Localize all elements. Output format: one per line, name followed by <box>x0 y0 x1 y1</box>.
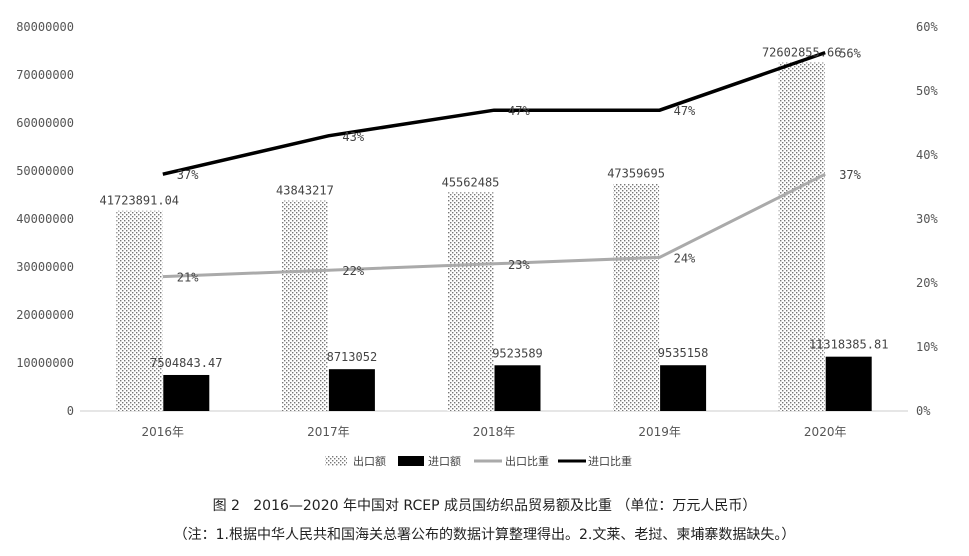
legend-label: 出口额 <box>353 454 386 468</box>
export-bar <box>613 183 660 411</box>
export-share-line <box>162 172 826 279</box>
legend: 出口额 进口额 出口比重 进口比重 <box>325 454 632 468</box>
legend-import-swatch <box>398 456 424 466</box>
import-bar <box>494 365 541 411</box>
import-value-label: 8713052 <box>327 350 378 364</box>
export-bar <box>447 192 494 411</box>
export-share-label: 23% <box>508 258 530 272</box>
export-share-label: 24% <box>674 251 696 265</box>
x-tick-label: 2020年 <box>804 425 847 439</box>
export-bar <box>116 210 163 411</box>
export-bar <box>778 62 825 412</box>
left-axis: 0 10000000 20000000 30000000 40000000 5000000… <box>16 20 74 418</box>
y-right-tick-label: 40% <box>916 148 938 162</box>
import-share-label: 56% <box>839 47 861 61</box>
import-share-label: 37% <box>177 168 199 182</box>
y-left-tick-label: 50000000 <box>16 164 74 178</box>
export-value-label: 47359695 <box>607 167 665 181</box>
export-value-label: 43843217 <box>276 184 334 198</box>
trade-chart: 0 10000000 20000000 30000000 40000000 5000000… <box>16 20 938 468</box>
y-right-tick-label: 30% <box>916 212 938 226</box>
import-bar <box>825 356 872 411</box>
data-labels: 41723891.04 7504843.47 43843217 8713052 4556… <box>100 46 889 370</box>
y-left-tick-label: 0 <box>67 404 74 418</box>
export-share-label: 21% <box>177 271 199 285</box>
y-left-tick-label: 40000000 <box>16 212 74 226</box>
figure-caption: 图 2 2016—2020 年中国对 RCEP 成员国纺织品贸易额及比重 （单位… <box>212 498 757 514</box>
legend-export-swatch <box>325 456 347 466</box>
import-bar <box>328 369 375 411</box>
y-left-tick-label: 20000000 <box>16 308 74 322</box>
import-value-label: 7504843.47 <box>150 356 222 370</box>
y-left-tick-label: 30000000 <box>16 260 74 274</box>
import-value-label: 11318385.81 <box>809 338 888 352</box>
figure-note: （注：1.根据中华人民共和国海关总署公布的数据计算整理得出。2.文莱、老挝、柬埔… <box>173 527 796 543</box>
import-bar <box>660 365 707 411</box>
x-tick-label: 2017年 <box>307 425 350 439</box>
x-axis: 2016年 2017年 2018年 2019年 2020年 <box>80 410 908 439</box>
y-left-tick-label: 80000000 <box>16 20 74 34</box>
legend-label: 出口比重 <box>505 454 549 468</box>
y-right-tick-label: 60% <box>916 20 938 34</box>
right-axis: 0% 10% 20% 30% 40% 50% 60% <box>916 20 938 418</box>
y-right-tick-label: 0% <box>916 404 931 418</box>
x-tick-label: 2016年 <box>142 425 185 439</box>
export-bar <box>281 200 328 411</box>
import-share-label: 47% <box>508 104 530 118</box>
export-share-label: 22% <box>342 264 364 278</box>
export-value-label: 45562485 <box>442 175 500 189</box>
y-right-tick-label: 50% <box>916 84 938 98</box>
export-value-label: 41723891.04 <box>100 194 179 208</box>
y-left-tick-label: 10000000 <box>16 356 74 370</box>
y-right-tick-label: 20% <box>916 276 938 290</box>
y-left-tick-label: 60000000 <box>16 116 74 130</box>
import-share-label: 43% <box>342 130 364 144</box>
import-bar <box>163 374 210 411</box>
import-value-label: 9535158 <box>658 346 709 360</box>
export-share-label: 37% <box>839 168 861 182</box>
import-share-label: 47% <box>674 104 696 118</box>
import-share-line <box>162 50 826 176</box>
y-left-tick-label: 70000000 <box>16 68 74 82</box>
legend-label: 进口比重 <box>588 454 632 468</box>
x-tick-label: 2019年 <box>638 425 681 439</box>
y-right-tick-label: 10% <box>916 340 938 354</box>
lines <box>162 50 826 279</box>
x-tick-label: 2018年 <box>473 425 516 439</box>
legend-label: 进口额 <box>428 455 461 468</box>
bars <box>116 62 872 412</box>
import-value-label: 9523589 <box>492 346 543 360</box>
export-value-label: 72602855.66 <box>762 46 841 60</box>
